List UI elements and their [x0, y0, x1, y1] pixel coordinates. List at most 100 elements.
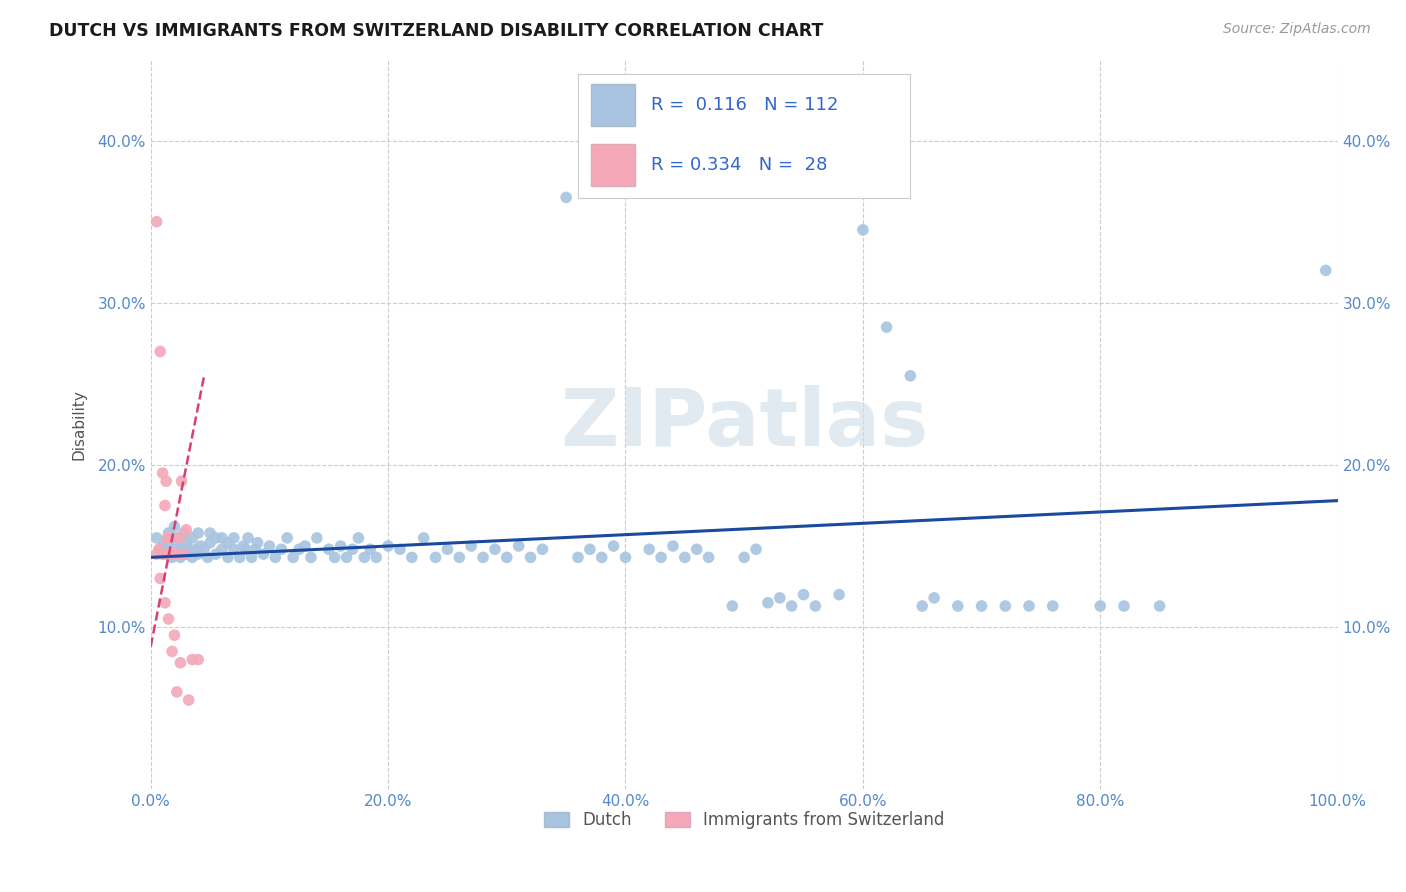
Point — [1018, 599, 1040, 613]
Point — [160, 531, 183, 545]
Point — [163, 542, 186, 557]
Point — [828, 588, 851, 602]
Point — [335, 550, 357, 565]
Point — [163, 628, 186, 642]
Point — [153, 596, 176, 610]
Point — [190, 539, 212, 553]
Point — [359, 542, 381, 557]
Point — [264, 550, 287, 565]
Point — [591, 550, 613, 565]
Point — [148, 542, 170, 557]
Point — [166, 531, 188, 545]
Point — [229, 550, 252, 565]
Point — [756, 596, 779, 610]
Point — [166, 547, 188, 561]
Point — [721, 599, 744, 613]
Point — [922, 591, 945, 605]
Point — [898, 368, 921, 383]
Point — [236, 531, 259, 545]
Point — [167, 531, 190, 545]
Point — [946, 599, 969, 613]
Point — [270, 542, 292, 557]
Point — [176, 547, 198, 561]
Point — [246, 535, 269, 549]
Point — [531, 542, 554, 557]
Point — [173, 526, 195, 541]
Point — [240, 550, 263, 565]
Point — [157, 526, 180, 541]
Point — [157, 612, 180, 626]
Point — [686, 542, 709, 557]
Point — [177, 542, 200, 557]
Point — [187, 547, 209, 561]
Point — [163, 547, 186, 561]
Point — [294, 539, 316, 553]
Point — [205, 547, 228, 561]
Point — [235, 542, 257, 557]
Point — [176, 523, 198, 537]
Point — [170, 474, 193, 488]
Point — [804, 599, 827, 613]
Point — [614, 550, 637, 565]
Point — [305, 531, 328, 545]
Point — [299, 550, 322, 565]
Point — [169, 656, 191, 670]
Point — [187, 652, 209, 666]
Point — [173, 547, 195, 561]
Point — [149, 542, 172, 557]
Point — [211, 542, 233, 557]
Point — [329, 539, 352, 553]
Point — [323, 550, 346, 565]
Point — [780, 599, 803, 613]
Point — [153, 547, 176, 561]
Point — [342, 542, 364, 557]
Point — [508, 539, 530, 553]
Point — [163, 519, 186, 533]
Point — [149, 571, 172, 585]
Point — [425, 550, 447, 565]
Point — [166, 547, 188, 561]
Point — [232, 539, 254, 553]
Point — [149, 344, 172, 359]
Point — [970, 599, 993, 613]
Point — [160, 644, 183, 658]
Point — [252, 547, 274, 561]
Point — [152, 466, 174, 480]
Point — [697, 550, 720, 565]
Point — [276, 531, 298, 545]
Point — [876, 320, 898, 334]
Point — [157, 535, 180, 549]
Point — [197, 550, 219, 565]
Point — [1042, 599, 1064, 613]
Point — [155, 474, 177, 488]
Point — [353, 550, 375, 565]
Point — [1315, 263, 1337, 277]
Point — [769, 591, 792, 605]
Point — [994, 599, 1017, 613]
Point — [157, 531, 180, 545]
Point — [412, 531, 434, 545]
Point — [222, 542, 245, 557]
Point — [281, 550, 304, 565]
Point — [1112, 599, 1135, 613]
Point — [638, 542, 661, 557]
Point — [181, 550, 204, 565]
Point — [318, 542, 340, 557]
Point — [160, 547, 183, 561]
Point — [169, 539, 191, 553]
Point — [156, 531, 179, 545]
Point — [911, 599, 934, 613]
Point — [347, 531, 370, 545]
Point — [205, 531, 228, 545]
Text: DUTCH VS IMMIGRANTS FROM SWITZERLAND DISABILITY CORRELATION CHART: DUTCH VS IMMIGRANTS FROM SWITZERLAND DIS… — [49, 22, 824, 40]
Point — [243, 542, 266, 557]
Point — [650, 550, 672, 565]
Point — [217, 550, 239, 565]
Point — [745, 542, 768, 557]
Point — [211, 531, 233, 545]
Point — [145, 547, 167, 561]
Point — [177, 693, 200, 707]
Point — [145, 215, 167, 229]
Point — [288, 542, 311, 557]
Point — [733, 550, 755, 565]
